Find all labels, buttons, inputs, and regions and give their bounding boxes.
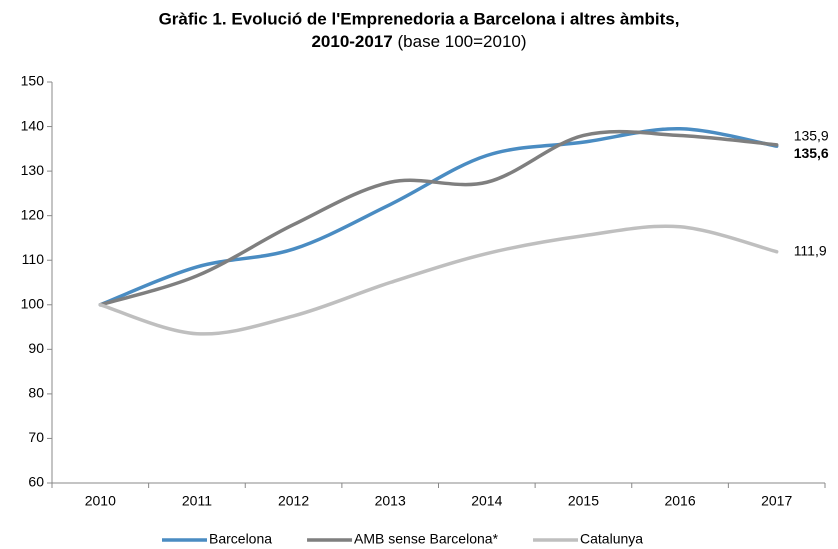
y-tick-label: 100 [21,295,45,311]
x-tick-label: 2012 [278,493,309,509]
x-tick-label: 2011 [182,493,212,509]
y-tick-label: 150 [21,73,45,89]
y-tick-label: 70 [28,429,44,445]
line-series [98,224,779,336]
y-tick-label: 110 [22,251,45,267]
chart-title: 2010-2017 [311,32,392,51]
x-tick-label: 2014 [471,493,502,509]
x-tick-label: 2016 [664,493,695,509]
x-tick-label: 2015 [568,493,599,509]
chart-title-line: 2010-2017 (base 100=2010) [311,32,526,51]
chart-title: Gràfic 1. Evolució de l'Emprenedoria a B… [159,9,680,28]
data-label: 111,9 [794,242,827,258]
x-tick-label: 2013 [375,493,406,509]
y-tick-label: 60 [28,474,44,490]
y-tick-label: 120 [21,206,45,222]
y-tick-label: 130 [21,162,45,178]
y-tick-label: 140 [21,117,45,133]
data-label: 135,9 [794,128,829,144]
x-tick-label: 2010 [85,493,116,509]
legend-label: Catalunya [580,531,643,547]
y-tick-label: 90 [28,340,44,356]
legend-label: AMB sense Barcelona* [354,531,499,547]
line-series [98,127,779,307]
chart-subtitle: (base 100=2010) [398,32,527,51]
legend-label: Barcelona [209,531,272,547]
x-tick-label: 2017 [761,493,792,509]
y-tick-label: 80 [28,385,44,401]
data-label: 135,6 [794,145,829,161]
line-series [98,129,779,307]
